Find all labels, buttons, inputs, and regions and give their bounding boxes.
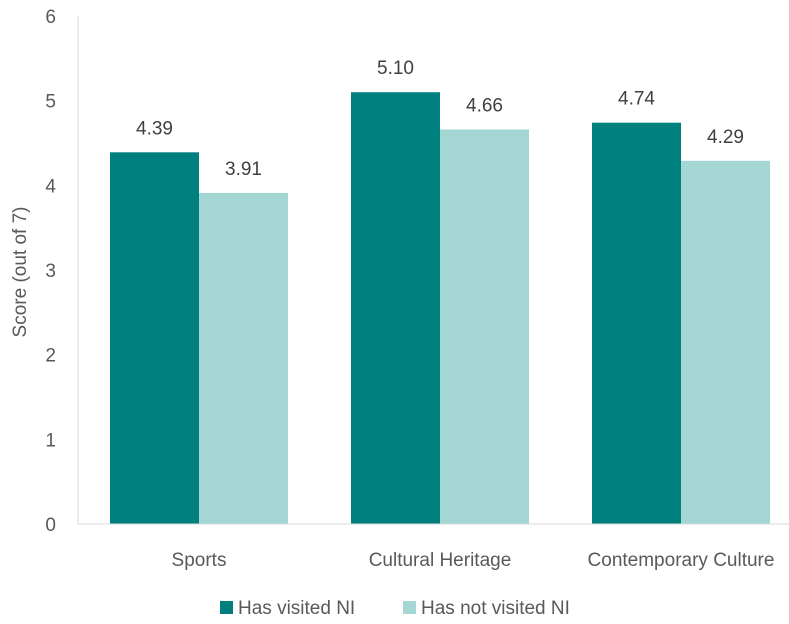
y-tick-label: 1: [45, 430, 56, 451]
legend-label: Has not visited NI: [421, 598, 570, 619]
data-label: 3.91: [225, 159, 262, 180]
bar-visited-1: [351, 92, 440, 524]
y-axis-ticks: 0 1 2 3 4 5 6: [45, 7, 56, 536]
y-tick-label: 0: [45, 515, 56, 536]
bar-group: 4.39 3.91 5.10 4.66 4.74 4.29: [110, 58, 770, 525]
x-tick-label: Sports: [172, 550, 227, 571]
bar-not-visited-0: [199, 192, 288, 524]
y-tick-label: 6: [45, 7, 56, 28]
data-label: 4.66: [466, 95, 503, 116]
bar-visited-2: [592, 122, 681, 525]
bar-not-visited-1: [440, 129, 529, 524]
legend-swatch: [403, 601, 416, 614]
y-tick-label: 3: [45, 261, 56, 282]
x-axis-ticks: Sports Cultural Heritage Contemporary Cult…: [172, 550, 775, 571]
bar-not-visited-2: [681, 160, 770, 524]
bar-visited-0: [110, 152, 199, 524]
x-tick-label: Contemporary Culture: [588, 550, 775, 571]
data-label: 4.39: [136, 118, 173, 139]
data-label: 4.29: [707, 127, 744, 148]
legend-label: Has visited NI: [238, 598, 355, 619]
y-tick-label: 2: [45, 346, 56, 367]
y-tick-label: 5: [45, 92, 56, 113]
data-label: 4.74: [618, 89, 655, 110]
legend: Has visited NI Has not visited NI: [220, 598, 570, 619]
y-tick-label: 4: [45, 176, 56, 197]
x-tick-label: Cultural Heritage: [369, 550, 512, 571]
data-label: 5.10: [377, 58, 414, 79]
legend-swatch: [220, 601, 233, 614]
y-axis-label: Score (out of 7): [10, 207, 31, 338]
